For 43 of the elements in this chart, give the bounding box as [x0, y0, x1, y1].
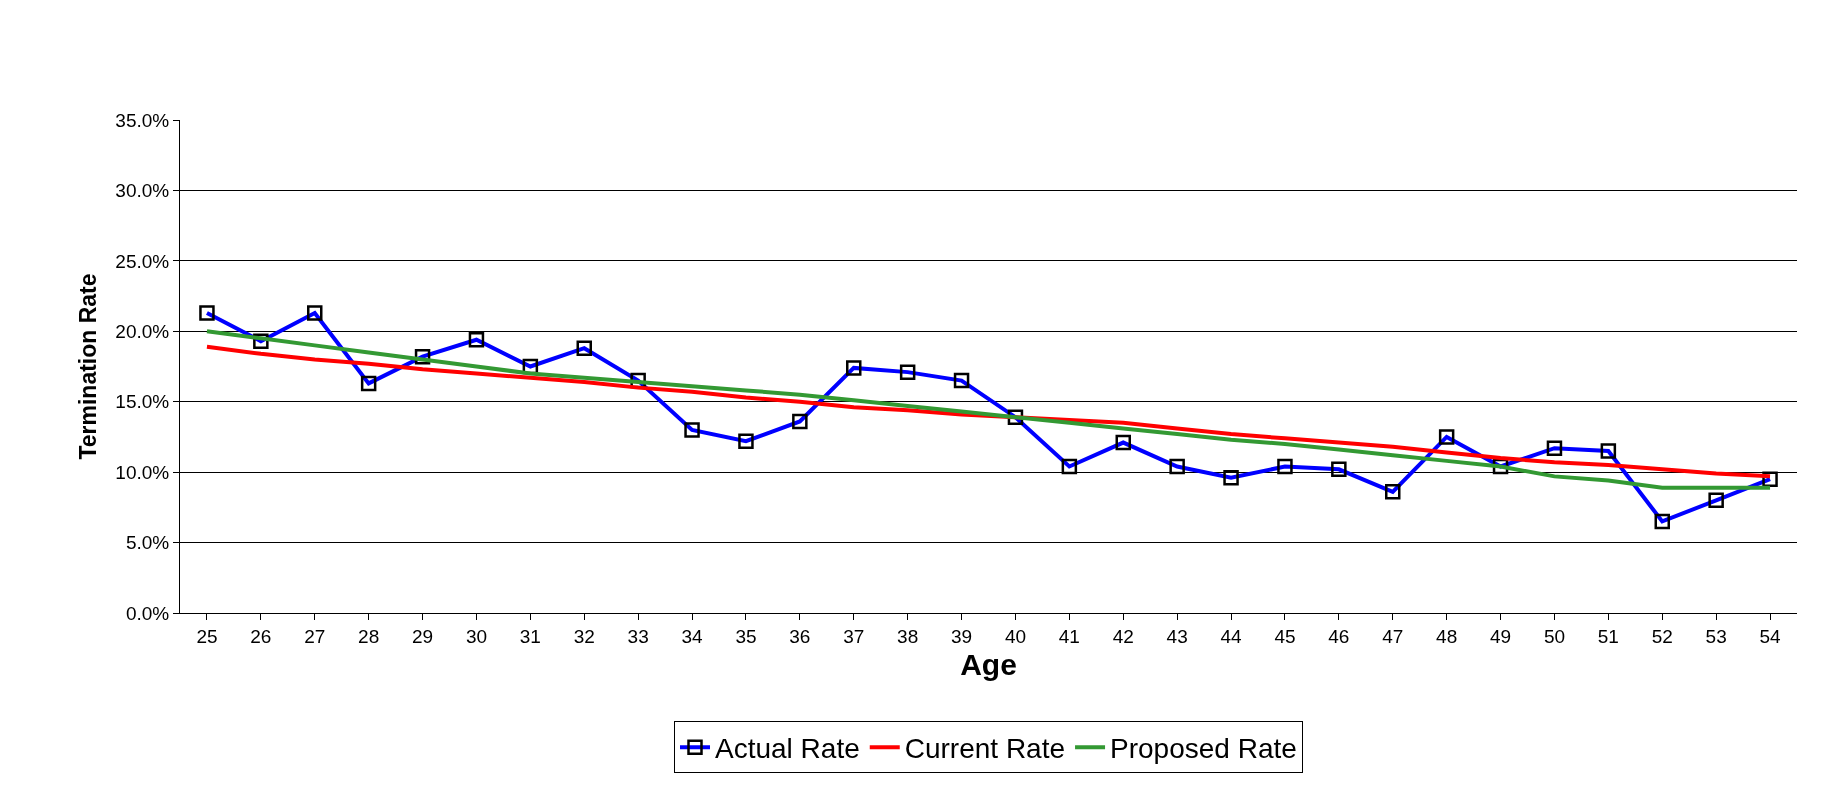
- x-tick-label: 27: [304, 625, 326, 647]
- x-tick-label: 47: [1382, 625, 1404, 647]
- x-tick-label: 38: [897, 625, 919, 647]
- x-tick-label: 50: [1543, 625, 1566, 647]
- x-tick-label: 40: [1004, 625, 1027, 647]
- x-tick-label: 35: [735, 625, 757, 647]
- x-tick-label: 53: [1705, 625, 1727, 647]
- y-tick-label: 20.0%: [115, 320, 170, 342]
- y-tick-label: 15.0%: [115, 391, 170, 413]
- y-tick-label: 30.0%: [115, 180, 170, 202]
- x-tick-label: 32: [573, 625, 595, 647]
- y-axis-title: Termination Rate: [74, 273, 101, 460]
- x-tick-label: 34: [681, 625, 704, 647]
- x-tick-label: 44: [1220, 625, 1243, 647]
- legend-label: Proposed Rate: [1110, 733, 1297, 765]
- y-tick-label: 35.0%: [115, 109, 170, 131]
- y-tick-label: 10.0%: [115, 461, 170, 483]
- x-tick-label: 43: [1166, 625, 1188, 647]
- x-axis-title: Age: [960, 648, 1017, 682]
- x-tick-label: 42: [1112, 625, 1134, 647]
- x-tick-label: 31: [519, 625, 541, 647]
- x-tick-label: 36: [789, 625, 811, 647]
- y-tick-label: 5.0%: [125, 532, 170, 554]
- x-tick-label: 51: [1597, 625, 1619, 647]
- y-tick-label: 25.0%: [115, 250, 170, 272]
- x-tick-label: 25: [196, 625, 218, 647]
- x-tick-label: 41: [1058, 625, 1080, 647]
- x-tick-label: 30: [465, 625, 488, 647]
- legend-label: Actual Rate: [715, 733, 860, 765]
- x-tick-label: 46: [1328, 625, 1350, 647]
- x-tick-label: 28: [358, 625, 380, 647]
- y-tick-label: 0.0%: [125, 602, 170, 624]
- x-tick-label: 49: [1489, 625, 1512, 647]
- x-tick-label: 33: [627, 625, 649, 647]
- x-tick-label: 52: [1651, 625, 1673, 647]
- x-tick-label: 37: [843, 625, 865, 647]
- legend-label: Current Rate: [904, 733, 1066, 765]
- x-tick-label: 29: [411, 625, 434, 647]
- x-tick-label: 45: [1274, 625, 1296, 647]
- x-tick-label: 39: [950, 625, 973, 647]
- x-tick-label: 26: [250, 625, 272, 647]
- x-tick-label: 48: [1436, 625, 1458, 647]
- x-tick-label: 54: [1759, 625, 1782, 647]
